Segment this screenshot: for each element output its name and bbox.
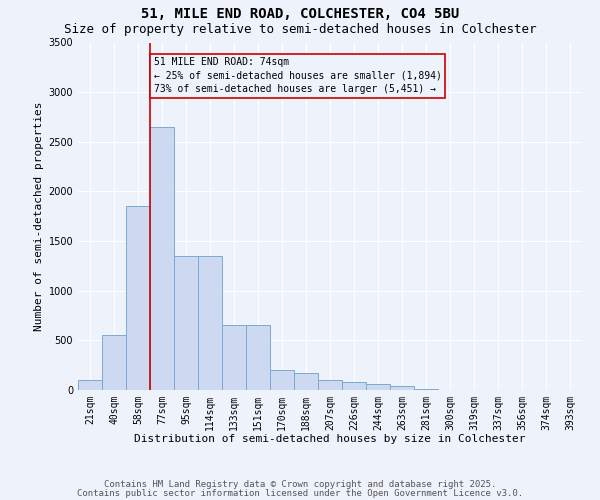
Bar: [294, 372, 318, 390]
Bar: [102, 336, 126, 390]
Bar: [318, 380, 342, 390]
Bar: [342, 382, 366, 390]
Bar: [414, 388, 438, 390]
Bar: [366, 384, 390, 390]
Bar: [150, 127, 174, 390]
Text: Contains public sector information licensed under the Open Government Licence v3: Contains public sector information licen…: [77, 489, 523, 498]
Text: 51, MILE END ROAD, COLCHESTER, CO4 5BU: 51, MILE END ROAD, COLCHESTER, CO4 5BU: [141, 8, 459, 22]
Bar: [270, 370, 294, 390]
X-axis label: Distribution of semi-detached houses by size in Colchester: Distribution of semi-detached houses by …: [134, 434, 526, 444]
Bar: [174, 256, 198, 390]
Bar: [198, 256, 222, 390]
Bar: [126, 206, 150, 390]
Text: 51 MILE END ROAD: 74sqm
← 25% of semi-detached houses are smaller (1,894)
73% of: 51 MILE END ROAD: 74sqm ← 25% of semi-de…: [154, 58, 442, 94]
Bar: [246, 326, 270, 390]
Bar: [390, 386, 414, 390]
Text: Contains HM Land Registry data © Crown copyright and database right 2025.: Contains HM Land Registry data © Crown c…: [104, 480, 496, 489]
Y-axis label: Number of semi-detached properties: Number of semi-detached properties: [34, 102, 44, 331]
Text: Size of property relative to semi-detached houses in Colchester: Size of property relative to semi-detach…: [64, 22, 536, 36]
Bar: [222, 326, 246, 390]
Bar: [78, 380, 102, 390]
